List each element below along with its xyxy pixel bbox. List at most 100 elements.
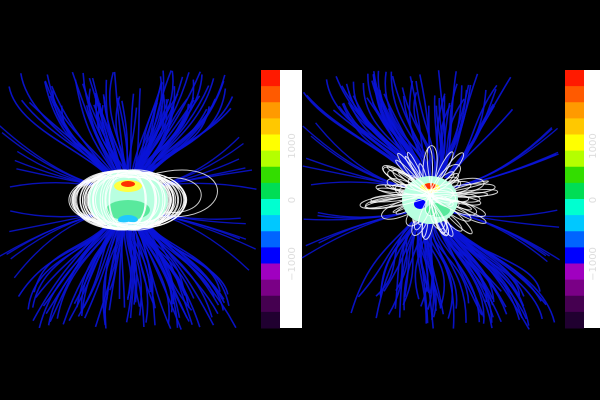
right-colorbar-cell (565, 134, 584, 152)
open-field-line (47, 221, 117, 326)
open-field-line (97, 103, 127, 179)
open-field-line (306, 94, 414, 179)
open-field-line (380, 103, 427, 179)
right-colorbar-cell (565, 215, 584, 232)
left-colorbar-tick-1000: 1000 (287, 133, 298, 158)
open-field-line (125, 221, 137, 305)
open-field-line (144, 80, 225, 179)
left-colorbar-cell (261, 295, 280, 313)
closed-field-loop (425, 193, 450, 237)
left-closed-field-lines-front (85, 169, 173, 231)
left-open-field-lines (0, 70, 257, 330)
closed-field-loop (381, 165, 431, 196)
open-field-line (428, 221, 435, 320)
left-colorbar-cell (261, 150, 280, 168)
left-colorbar-cell (261, 215, 280, 232)
open-field-line (139, 221, 181, 318)
open-field-line (123, 221, 132, 299)
closed-field-loop (93, 175, 129, 225)
right-colorbar-cell (565, 70, 584, 87)
closed-field-loop (127, 172, 169, 228)
open-field-line (108, 221, 126, 311)
left-colorbar-tick-minus-1000: −1000 (287, 247, 298, 281)
open-field-line (431, 221, 467, 323)
closed-field-loop (127, 171, 186, 229)
left-colorbar-tick-labels: 1000 0 −1000 (287, 133, 298, 281)
right-colorbar-tick-minus-1000: −1000 (588, 247, 599, 281)
right-colorbar-cell (565, 150, 584, 168)
open-field-line (422, 221, 434, 310)
open-field-line (140, 221, 219, 315)
open-field-line (445, 221, 530, 326)
open-field-line (383, 221, 420, 292)
open-field-line (27, 221, 114, 310)
right-colorbar-cell (565, 118, 584, 135)
open-field-line (379, 89, 424, 179)
closed-field-loop (85, 170, 129, 230)
open-field-line (379, 221, 418, 296)
open-field-line (8, 86, 111, 179)
right-colorbar-cell (565, 263, 584, 281)
closed-field-loop (359, 194, 431, 210)
right-colorbar-cell (565, 182, 584, 200)
closed-field-loop (398, 171, 434, 197)
right-colorbar-tick-labels: 1000 0 −1000 (588, 133, 599, 281)
open-field-line (88, 88, 121, 179)
open-field-line (357, 221, 414, 298)
open-field-line (436, 221, 485, 324)
open-field-line (134, 221, 182, 330)
right-colorbar-cell (565, 199, 584, 216)
closed-field-loop (109, 173, 129, 227)
open-field-line (436, 89, 468, 179)
open-field-line (143, 221, 220, 306)
open-field-line (138, 221, 190, 322)
open-field-line (133, 221, 170, 324)
closed-field-loop (127, 169, 175, 231)
closed-field-loop (86, 176, 129, 224)
closed-field-loop (364, 190, 432, 209)
closed-field-loop (149, 169, 218, 218)
right-colorbar-cell (565, 311, 584, 329)
open-field-line (129, 221, 137, 319)
open-field-line (143, 107, 232, 179)
right-colorbar-cell (565, 102, 584, 119)
open-field-line (383, 93, 425, 179)
open-field-line (350, 221, 413, 314)
open-field-line (134, 221, 175, 305)
right-closed-field-lines-front (359, 146, 481, 237)
closed-field-loop (127, 171, 157, 229)
left-colorbar-cell (261, 311, 280, 329)
right-colorbar-cell (565, 247, 584, 264)
right-colorbar: 1000 0 −1000 (565, 70, 600, 329)
open-field-line (103, 221, 124, 314)
open-field-line (131, 76, 163, 179)
left-colorbar-cell (261, 118, 280, 135)
open-field-line (352, 95, 419, 179)
closed-field-loop (149, 177, 202, 213)
left-colorbar-cell (261, 231, 280, 248)
left-colorbar-tick-0: 0 (287, 197, 298, 203)
closed-field-loop (427, 181, 472, 196)
open-field-line (442, 221, 507, 308)
left-colorbar-cell (261, 247, 280, 264)
closed-field-loop (127, 176, 173, 224)
open-field-line (144, 221, 230, 307)
open-field-line (77, 221, 118, 317)
closed-field-loop (127, 170, 164, 230)
open-field-line (105, 79, 124, 179)
open-field-line (35, 221, 112, 298)
open-field-line (115, 96, 127, 179)
closed-field-loop (92, 171, 129, 229)
open-field-line (432, 221, 481, 323)
closed-field-loop (422, 145, 438, 197)
closed-field-loop (426, 194, 445, 235)
closed-field-loop (418, 194, 434, 226)
left-colorbar-cell (261, 279, 280, 297)
open-field-line (108, 71, 129, 179)
closed-field-loop (407, 177, 431, 196)
left-colorbar-cell (261, 182, 280, 200)
right-colorbar-cell (565, 166, 584, 184)
right-panel: 1000 0 −1000 (301, 70, 600, 330)
left-colorbar: 1000 0 −1000 (261, 70, 302, 329)
left-panel: 1000 0 −1000 (0, 70, 302, 330)
